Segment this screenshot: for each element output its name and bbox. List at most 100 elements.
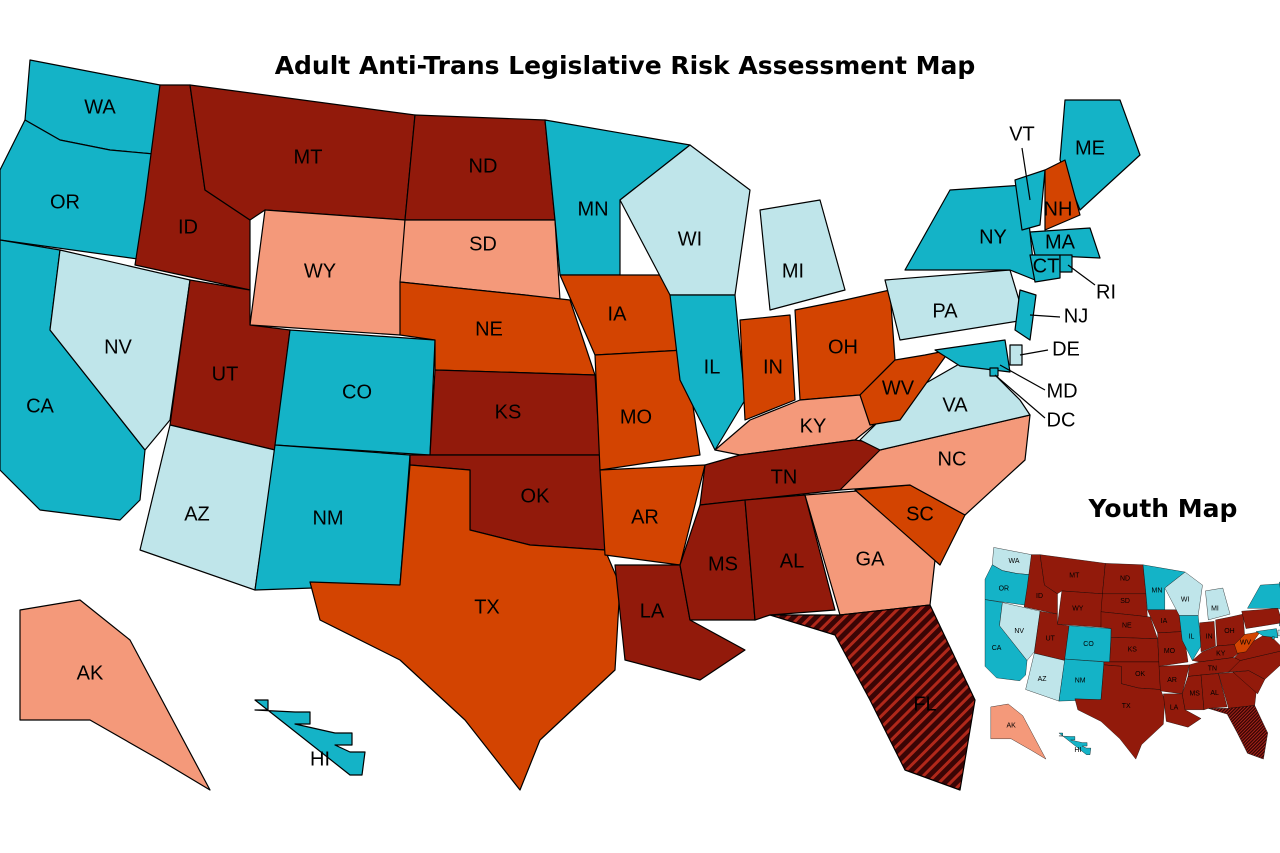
youth-state xyxy=(999,602,1041,661)
adult-state-label: AL xyxy=(780,550,804,572)
youth-state-label: OH xyxy=(1224,628,1234,635)
adult-state-label: NY xyxy=(979,226,1007,248)
adult-state-label: AR xyxy=(631,506,659,528)
youth-state-label: TN xyxy=(1208,665,1217,672)
adult-state-label: MS xyxy=(708,553,738,575)
youth-state-label: CA xyxy=(992,645,1002,652)
youth-state xyxy=(1241,608,1280,629)
adult-state-label: SC xyxy=(906,503,934,525)
leader-line xyxy=(994,374,1046,419)
adult-state-label: ID xyxy=(178,216,198,238)
youth-state xyxy=(1164,571,1203,616)
adult-state xyxy=(759,199,846,311)
youth-state-label: MI xyxy=(1211,606,1219,613)
youth-state-label: TX xyxy=(1122,703,1131,710)
adult-state xyxy=(49,249,191,451)
adult-state-label: MA xyxy=(1045,231,1076,253)
adult-state-label: OK xyxy=(521,485,551,507)
adult-state xyxy=(744,494,836,621)
youth-state-label: OR xyxy=(999,586,1009,593)
adult-state xyxy=(934,339,1011,373)
adult-state-label: ME xyxy=(1075,137,1105,159)
adult-map: WA OR CA NV ID MT WY UT AZ CO NM ND SD NE KS OK TX MN IA MO… xyxy=(0,59,1141,791)
youth-state xyxy=(1200,673,1228,710)
adult-state-label: IN xyxy=(763,356,783,378)
adult-state-label: NJ xyxy=(1064,305,1088,327)
adult-state-label: WY xyxy=(304,260,336,282)
youth-state-label: WY xyxy=(1072,606,1084,613)
youth-state-label: WI xyxy=(1181,596,1190,603)
youth-state-label: ID xyxy=(1036,593,1043,600)
youth-state xyxy=(1247,583,1280,610)
leader-line xyxy=(1021,147,1031,201)
adult-state xyxy=(1009,344,1023,366)
adult-state-label: NC xyxy=(938,448,967,470)
youth-state-label: ND xyxy=(1120,575,1130,582)
adult-state-label: CT xyxy=(1033,255,1060,277)
adult-state xyxy=(309,464,621,791)
adult-state-label: FL xyxy=(913,693,936,715)
youth-state xyxy=(1199,621,1216,652)
adult-state xyxy=(594,349,701,471)
youth-state-label: UT xyxy=(1046,636,1056,643)
youth-state-label: WV xyxy=(1240,640,1252,647)
adult-state-label: IA xyxy=(608,303,628,325)
youth-state-label: CO xyxy=(1083,641,1094,648)
adult-state-label: VT xyxy=(1009,123,1035,145)
youth-state-label: KY xyxy=(1216,651,1226,658)
youth-state xyxy=(1271,636,1275,640)
youth-state-label: MN xyxy=(1152,588,1163,595)
youth-state-label: KS xyxy=(1128,647,1138,654)
leader-line xyxy=(1067,264,1096,286)
adult-state-label: AK xyxy=(77,662,104,684)
leader-line xyxy=(999,364,1046,391)
youth-state-label: HI xyxy=(1074,747,1081,754)
youth-state-label: OK xyxy=(1135,671,1145,678)
youth-state-label: MS xyxy=(1189,691,1200,698)
adult-state-label: IL xyxy=(704,356,721,378)
adult-state xyxy=(739,314,796,421)
adult-state xyxy=(19,599,211,791)
youth-state xyxy=(1074,664,1165,760)
youth-state-label: AZ xyxy=(1038,676,1048,683)
adult-state xyxy=(1014,289,1037,341)
adult-state-label: SD xyxy=(469,233,497,255)
adult-state-label: MI xyxy=(782,260,804,282)
adult-state-label: DE xyxy=(1052,338,1080,360)
adult-state-label: HI xyxy=(310,748,330,770)
youth-state-label: WA xyxy=(1009,558,1020,565)
youth-state-label: MT xyxy=(1069,573,1080,580)
youth-state-label: IL xyxy=(1189,634,1195,641)
adult-state-label: ND xyxy=(469,155,498,177)
youth-state-label: MO xyxy=(1164,648,1176,655)
youth-state-label: IA xyxy=(1161,618,1168,625)
adult-state-label: OR xyxy=(50,191,80,213)
adult-state-label: OH xyxy=(828,336,858,358)
adult-state-label: RI xyxy=(1096,281,1116,303)
youth-state xyxy=(1205,587,1231,621)
adult-state-label: NM xyxy=(312,507,343,529)
youth-state-label: AK xyxy=(1006,722,1016,729)
adult-state xyxy=(1044,159,1081,231)
map-title: Adult Anti-Trans Legislative Risk Assess… xyxy=(275,51,976,80)
adult-state-label: GA xyxy=(856,548,886,570)
adult-state xyxy=(1059,99,1141,211)
youth-state xyxy=(1179,615,1202,661)
adult-state xyxy=(989,367,999,377)
adult-state xyxy=(1029,254,1061,283)
adult-state xyxy=(904,184,1036,281)
adult-state-label: DC xyxy=(1047,409,1076,431)
youth-map-title: Youth Map xyxy=(1088,494,1238,523)
adult-state-label: UT xyxy=(212,363,239,385)
adult-state xyxy=(669,294,746,451)
leader-line xyxy=(1019,349,1049,356)
adult-state-label: MN xyxy=(577,198,608,220)
youth-state-label: AR xyxy=(1167,677,1177,684)
youth-state-label: NV xyxy=(1014,628,1024,635)
youth-state xyxy=(1208,705,1268,760)
youth-state xyxy=(1255,628,1279,639)
adult-state xyxy=(1029,227,1101,259)
adult-state-label: NH xyxy=(1044,198,1073,220)
youth-state-label: NM xyxy=(1075,677,1086,684)
youth-state-label: SD xyxy=(1120,598,1130,605)
